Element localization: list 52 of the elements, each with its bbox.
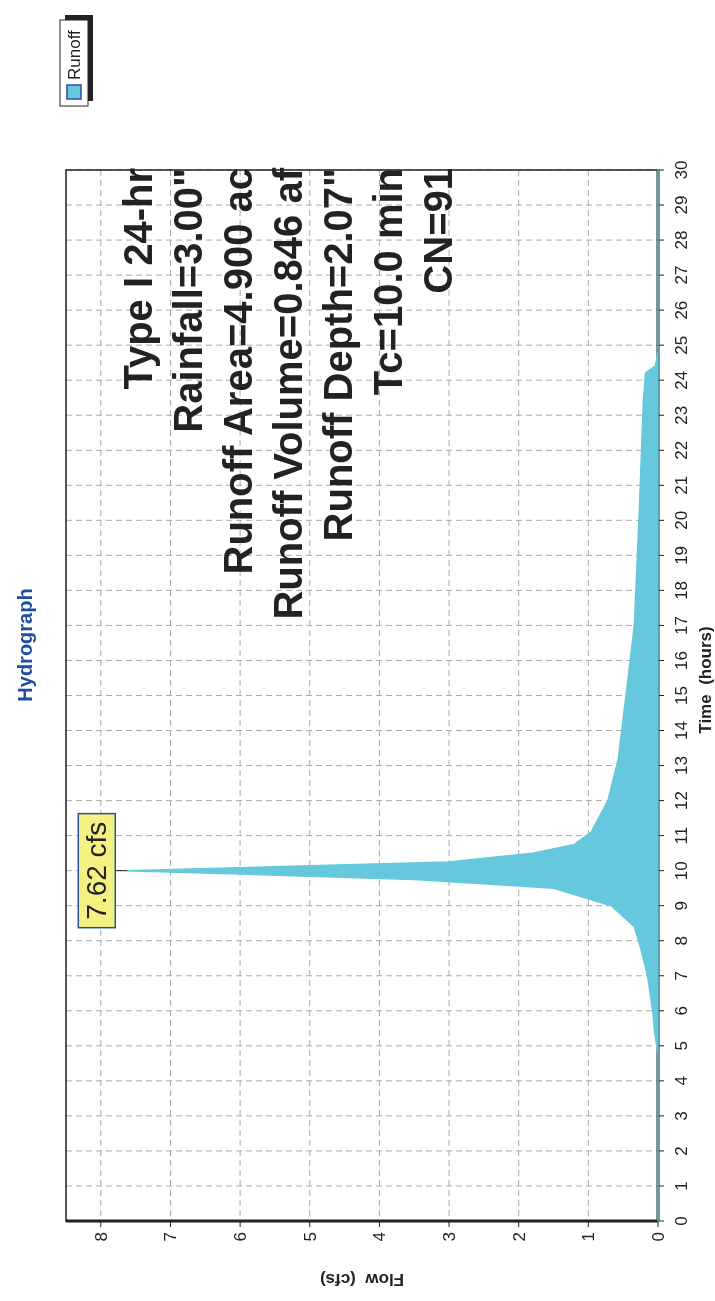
y-tick-label: 2 [672, 1146, 691, 1156]
annotation: Tc=10.0 min [366, 168, 410, 396]
x-tick-label: 8 [91, 1232, 111, 1242]
x-tick-label: 6 [231, 1232, 251, 1242]
y-tick-label: 12 [672, 791, 691, 811]
x-tick-label: 5 [300, 1232, 320, 1242]
y-tick-label: 1 [672, 1181, 691, 1191]
annotation: Type I 24-hr [116, 168, 160, 390]
y-tick-label: 19 [672, 545, 691, 565]
y-tick-label: 18 [672, 580, 691, 600]
y-tick-label: 13 [672, 756, 691, 776]
annotation: 7.62 cfs [81, 821, 113, 920]
y-tick-label: 4 [672, 1076, 691, 1086]
text: Runoff [65, 29, 84, 80]
x-tick-label: 1 [579, 1232, 599, 1242]
y-tick-label: 10 [672, 861, 691, 881]
text: Hydrograph [14, 588, 36, 702]
annotation: Runoff Volume=0.846 af [266, 167, 310, 620]
y-tick-label: 21 [672, 475, 691, 495]
x-axis-title: Flow (cfs) [319, 1270, 405, 1289]
y-tick-label: 22 [672, 440, 691, 460]
y-tick-label: 15 [672, 686, 691, 705]
y-tick-label: 20 [672, 510, 691, 530]
y-tick-label: 0 [672, 1216, 691, 1226]
x-tick-label: 2 [509, 1232, 529, 1242]
x-tick-label: 4 [370, 1232, 390, 1242]
y-tick-label: 9 [672, 900, 691, 911]
y-tick-label: 26 [672, 300, 691, 320]
x-tick-label: 3 [440, 1232, 460, 1242]
y-tick-label: 28 [672, 230, 691, 250]
x-tick-label: 7 [161, 1232, 181, 1242]
y-tick-label: 17 [672, 615, 691, 635]
y-tick-label: 5 [672, 1041, 691, 1051]
annotation: Runoff Depth=2.07" [316, 168, 360, 542]
x-tick-label: 0 [649, 1232, 668, 1242]
y-tick-label: 24 [672, 370, 691, 390]
y-tick-label: 29 [672, 195, 691, 215]
y-tick-label: 7 [672, 971, 691, 981]
y-axis-title: Time (hours) [696, 626, 715, 734]
y-tick-label: 27 [672, 265, 691, 285]
y-tick-label: 3 [672, 1111, 691, 1121]
y-tick-label: 6 [672, 1006, 691, 1016]
y-tick-label: 8 [672, 936, 691, 946]
annotation: CN=91 [416, 168, 460, 294]
y-tick-label: 14 [672, 721, 691, 740]
annotation: Runoff Area=4.900 ac [216, 168, 260, 575]
y-tick-label: 23 [672, 405, 691, 425]
y-tick-label: 11 [672, 826, 691, 845]
y-tick-label: 16 [672, 651, 691, 670]
y-tick-label: 25 [672, 335, 691, 355]
y-tick-label: 30 [672, 160, 691, 180]
annotation: Rainfall=3.00" [166, 168, 210, 433]
